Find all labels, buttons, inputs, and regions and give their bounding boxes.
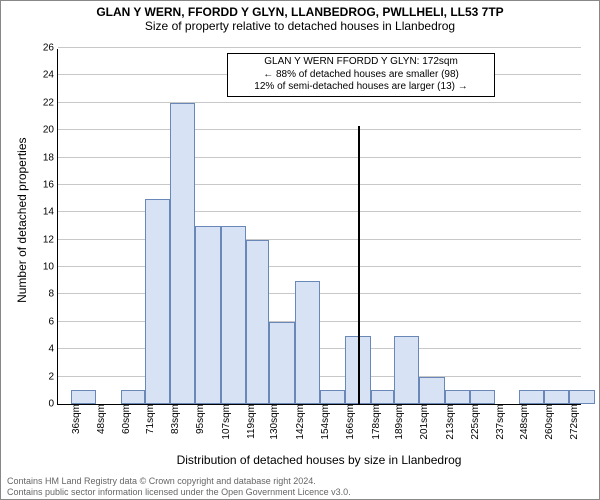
x-tick-label: 237sqm [491, 404, 506, 440]
annotation-line1: GLAN Y WERN FFORDD Y GLYN: 172sqm [232, 56, 490, 69]
y-tick-label: 10 [43, 262, 58, 273]
histogram-bar [470, 390, 495, 404]
chart-container: GLAN Y WERN, FFORDD Y GLYN, LLANBEDROG, … [0, 0, 600, 500]
x-tick-label: 201sqm [415, 404, 430, 440]
gridline [58, 157, 581, 158]
plot: 0246810121416182022242636sqm48sqm60sqm71… [57, 49, 581, 405]
histogram-bar [195, 226, 220, 404]
annotation-box: GLAN Y WERN FFORDD Y GLYN: 172sqm ← 88% … [227, 53, 495, 97]
annotation-line3: 12% of semi-detached houses are larger (… [232, 81, 490, 94]
histogram-bar [445, 390, 470, 404]
annotation-line2: ← 88% of detached houses are smaller (98… [232, 69, 490, 82]
x-tick-label: 225sqm [466, 404, 481, 440]
y-tick-label: 8 [48, 289, 58, 300]
y-tick-label: 24 [43, 70, 58, 81]
histogram-bar [371, 390, 394, 404]
y-tick-label: 0 [48, 399, 58, 410]
histogram-bar [221, 226, 246, 404]
x-tick-label: 154sqm [316, 404, 331, 440]
histogram-bar [170, 103, 195, 404]
histogram-bar [295, 281, 320, 404]
x-tick-label: 178sqm [367, 404, 382, 440]
x-tick-label: 130sqm [265, 404, 280, 440]
x-axis-label: Distribution of detached houses by size … [57, 453, 581, 467]
x-tick-label: 107sqm [217, 404, 232, 440]
x-tick-label: 95sqm [191, 404, 206, 434]
gridline [58, 184, 581, 185]
footer: Contains HM Land Registry data © Crown c… [7, 476, 351, 497]
property-marker [358, 126, 360, 404]
histogram-bar [419, 377, 444, 404]
x-tick-label: 71sqm [141, 404, 156, 434]
histogram-bar [569, 390, 594, 404]
histogram-bar [320, 390, 345, 404]
footer-line1: Contains HM Land Registry data © Crown c… [7, 476, 351, 486]
plot-area: 0246810121416182022242636sqm48sqm60sqm71… [57, 49, 581, 405]
histogram-bar [269, 322, 294, 404]
y-tick-label: 6 [48, 316, 58, 327]
histogram-bar [71, 390, 96, 404]
y-tick-label: 16 [43, 179, 58, 190]
y-tick-label: 22 [43, 97, 58, 108]
x-tick-label: 272sqm [565, 404, 580, 440]
histogram-bar [121, 390, 144, 404]
x-tick-label: 60sqm [117, 404, 132, 434]
x-tick-label: 48sqm [92, 404, 107, 434]
chart-subtitle: Size of property relative to detached ho… [1, 19, 599, 35]
x-tick-label: 189sqm [390, 404, 405, 440]
gridline [58, 211, 581, 212]
gridline [58, 102, 581, 103]
x-tick-label: 142sqm [291, 404, 306, 440]
x-tick-label: 119sqm [242, 404, 257, 439]
x-tick-label: 166sqm [341, 404, 356, 440]
y-tick-label: 4 [48, 344, 58, 355]
gridline [58, 266, 581, 267]
histogram-bar [394, 336, 419, 404]
y-tick-label: 20 [43, 125, 58, 136]
x-tick-label: 213sqm [441, 404, 456, 440]
footer-line2: Contains public sector information licen… [7, 487, 351, 497]
gridline [58, 129, 581, 130]
histogram-bar [145, 199, 170, 404]
histogram-bar [544, 390, 569, 404]
y-axis-label: Number of detached properties [15, 113, 29, 327]
gridline [58, 47, 581, 48]
x-tick-label: 248sqm [515, 404, 530, 440]
y-tick-label: 14 [43, 207, 58, 218]
x-tick-label: 36sqm [67, 404, 82, 434]
y-tick-label: 12 [43, 234, 58, 245]
y-tick-label: 26 [43, 43, 58, 54]
x-tick-label: 83sqm [166, 404, 181, 434]
y-tick-label: 18 [43, 152, 58, 163]
x-tick-label: 260sqm [540, 404, 555, 440]
gridline [58, 239, 581, 240]
histogram-bar [519, 390, 544, 404]
histogram-bar [246, 240, 269, 404]
y-tick-label: 2 [48, 371, 58, 382]
chart-title: GLAN Y WERN, FFORDD Y GLYN, LLANBEDROG, … [1, 1, 599, 19]
